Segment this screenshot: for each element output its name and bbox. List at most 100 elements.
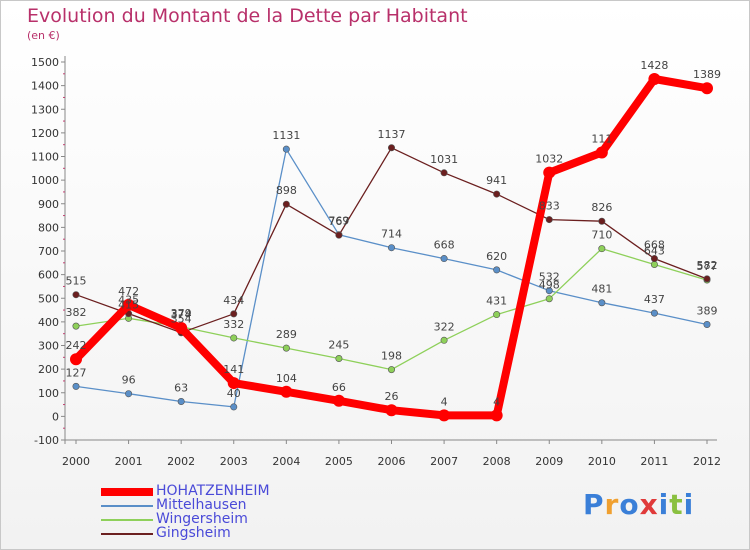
data-label: 769 bbox=[328, 215, 349, 228]
data-label: 434 bbox=[223, 294, 244, 307]
legend-swatch bbox=[101, 499, 153, 513]
logo-letter: P bbox=[583, 488, 605, 521]
x-tick-label: 2001 bbox=[115, 455, 143, 468]
data-point bbox=[545, 287, 553, 295]
data-label: 710 bbox=[591, 229, 612, 242]
data-label: 515 bbox=[66, 275, 87, 288]
data-point bbox=[177, 397, 185, 405]
data-point bbox=[387, 366, 395, 374]
data-label: 437 bbox=[644, 293, 665, 306]
y-tick-label: 900 bbox=[38, 198, 59, 211]
data-point bbox=[230, 334, 238, 342]
x-tick-label: 2009 bbox=[535, 455, 563, 468]
y-tick-label: 200 bbox=[38, 363, 59, 376]
x-tick-label: 2004 bbox=[272, 455, 300, 468]
y-tick-label: 400 bbox=[38, 316, 59, 329]
data-label: 668 bbox=[644, 239, 665, 252]
data-point bbox=[282, 145, 290, 153]
data-point bbox=[230, 403, 238, 411]
data-point bbox=[387, 144, 395, 152]
data-point bbox=[440, 255, 448, 263]
series-hohatzenheim bbox=[70, 73, 713, 422]
data-label: 1032 bbox=[535, 153, 563, 166]
data-label: 111 bbox=[591, 132, 612, 145]
data-point bbox=[332, 394, 345, 407]
x-tick-label: 2003 bbox=[220, 455, 248, 468]
data-label: 40 bbox=[227, 387, 241, 400]
y-tick-label: -100 bbox=[34, 434, 59, 447]
logo-letter: t bbox=[669, 488, 684, 521]
data-label: 104 bbox=[276, 372, 297, 385]
x-axis-ticks: 2000 2001 2002 2003 2004 2005 2006 2007 2008 2009… bbox=[62, 440, 721, 468]
data-point bbox=[230, 310, 238, 318]
data-label: 472 bbox=[118, 285, 139, 298]
data-point bbox=[282, 344, 290, 352]
data-label: 714 bbox=[381, 228, 402, 241]
data-label: 481 bbox=[591, 283, 612, 296]
logo-letter: i bbox=[658, 488, 670, 521]
data-label: 289 bbox=[276, 328, 297, 341]
data-point bbox=[385, 404, 398, 417]
data-label: 1389 bbox=[693, 68, 721, 81]
data-label: 26 bbox=[385, 390, 399, 403]
line-chart: -100 0 100 200 300 400 500 600 700 800 900 1000 1100… bbox=[31, 56, 721, 468]
data-label: 382 bbox=[66, 306, 87, 319]
logo-letter: x bbox=[639, 488, 659, 521]
data-label: 941 bbox=[486, 174, 507, 187]
data-label: 4 bbox=[441, 395, 448, 408]
x-tick-label: 2008 bbox=[483, 455, 511, 468]
chart-title: Evolution du Montant de la Dette par Hab… bbox=[27, 5, 468, 27]
data-point bbox=[648, 73, 661, 86]
y-tick-label: 1300 bbox=[31, 103, 59, 116]
data-point bbox=[598, 299, 606, 307]
data-point bbox=[72, 322, 80, 330]
data-point bbox=[227, 377, 240, 390]
data-label: 668 bbox=[434, 239, 455, 252]
data-label: 332 bbox=[223, 318, 244, 331]
legend-label: HOHATZENHEIM bbox=[156, 483, 270, 499]
y-tick-label: 300 bbox=[38, 340, 59, 353]
data-point bbox=[493, 190, 501, 198]
y-tick-label: 1200 bbox=[31, 127, 59, 140]
data-label: 532 bbox=[539, 271, 560, 284]
data-label: 826 bbox=[591, 201, 612, 214]
data-point bbox=[440, 169, 448, 177]
y-tick-label: 800 bbox=[38, 221, 59, 234]
data-point bbox=[598, 245, 606, 253]
series-layer bbox=[70, 73, 713, 422]
data-label: 245 bbox=[328, 338, 349, 351]
data-label: 620 bbox=[486, 250, 507, 263]
y-tick-label: 500 bbox=[38, 292, 59, 305]
data-label: 431 bbox=[486, 295, 507, 308]
logo-letter: o bbox=[619, 488, 640, 521]
data-label: 354 bbox=[171, 313, 192, 326]
data-label: 379 bbox=[171, 307, 192, 320]
data-label: 435 bbox=[118, 294, 139, 307]
x-tick-label: 2010 bbox=[588, 455, 616, 468]
y-tick-label: 100 bbox=[38, 387, 59, 400]
y-tick-label: 1000 bbox=[31, 174, 59, 187]
data-label: 1137 bbox=[378, 128, 406, 141]
data-point bbox=[703, 275, 711, 283]
proxiti-logo: Proxiti bbox=[583, 488, 694, 521]
data-point bbox=[280, 385, 293, 398]
data-label: 498 bbox=[539, 279, 560, 292]
logo-letter: r bbox=[604, 488, 620, 521]
data-label: 66 bbox=[332, 381, 346, 394]
data-point bbox=[175, 322, 188, 335]
y-tick-label: 1500 bbox=[31, 56, 59, 69]
legend-swatch bbox=[101, 527, 153, 541]
data-label: 198 bbox=[381, 350, 402, 363]
legend-swatch bbox=[101, 485, 153, 499]
data-label: 1131 bbox=[272, 129, 300, 142]
data-point bbox=[650, 309, 658, 317]
data-point bbox=[490, 409, 503, 422]
data-point bbox=[543, 166, 556, 179]
y-tick-label: 1100 bbox=[31, 151, 59, 164]
x-tick-label: 2006 bbox=[378, 455, 406, 468]
data-point bbox=[703, 320, 711, 328]
data-point bbox=[282, 200, 290, 208]
data-point bbox=[387, 244, 395, 252]
y-tick-label: 600 bbox=[38, 269, 59, 282]
